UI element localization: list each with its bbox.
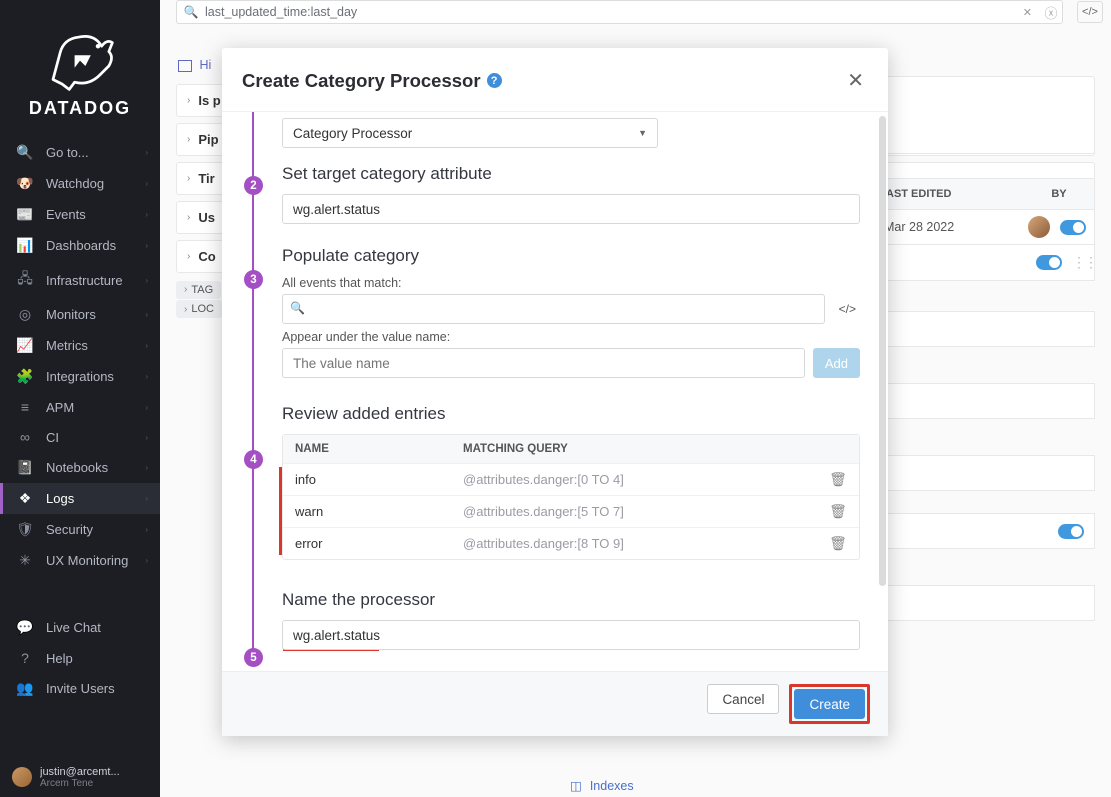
step-2-title: Set target category attribute [282, 164, 860, 184]
delete-entry-button[interactable]: 🗑 [817, 528, 859, 559]
entry-name: info [283, 465, 451, 494]
entry-row: error@attributes.danger:[8 TO 9] 🗑 [283, 527, 859, 559]
entry-query: @attributes.danger:[0 TO 4] [451, 465, 817, 494]
delete-entry-button[interactable]: 🗑 [817, 464, 859, 495]
search-icon: 🔍 [290, 301, 305, 315]
step-badge: 3 [244, 270, 263, 289]
cancel-button[interactable]: Cancel [707, 684, 779, 714]
entry-row: info@attributes.danger:[0 TO 4] 🗑 [283, 463, 859, 495]
value-name-input[interactable] [282, 348, 805, 378]
processor-type-select[interactable]: Category Processor [282, 118, 658, 148]
step-badge: 4 [244, 450, 263, 469]
annotation-highlight: Create [789, 684, 870, 724]
annotation-bar [279, 467, 282, 555]
trash-icon: 🗑 [829, 535, 847, 551]
step-3-title: Populate category [282, 246, 860, 266]
entry-query: @attributes.danger:[8 TO 9] [451, 529, 817, 558]
match-query-input[interactable]: 🔍 [282, 294, 825, 324]
code-toggle-icon[interactable]: </> [835, 298, 860, 320]
entry-row: warn@attributes.danger:[5 TO 7] 🗑 [283, 495, 859, 527]
create-button[interactable]: Create [794, 689, 865, 719]
step-badge: 2 [244, 176, 263, 195]
col-name: NAME [283, 435, 451, 463]
add-button[interactable]: Add [813, 348, 860, 378]
match-label: All events that match: [282, 276, 860, 290]
create-processor-modal: Create Category Processor ? ✕ Category P… [222, 48, 888, 736]
entry-name: warn [283, 497, 451, 526]
trash-icon: 🗑 [829, 471, 847, 487]
close-icon[interactable]: ✕ [843, 64, 868, 97]
appear-label: Appear under the value name: [282, 330, 860, 344]
target-attribute-input[interactable] [282, 194, 860, 224]
entry-query: @attributes.danger:[5 TO 7] [451, 497, 817, 526]
help-icon[interactable]: ? [487, 73, 502, 88]
trash-icon: 🗑 [829, 503, 847, 519]
modal-title: Create Category Processor [242, 70, 481, 92]
scrollbar[interactable] [879, 116, 886, 586]
entry-name: error [283, 529, 451, 558]
step-4-title: Review added entries [282, 404, 860, 424]
step-badge: 5 [244, 648, 263, 667]
processor-name-input[interactable] [282, 620, 860, 650]
step-5-title: Name the processor [282, 590, 860, 610]
delete-entry-button[interactable]: 🗑 [817, 496, 859, 527]
col-matching-query: MATCHING QUERY [451, 435, 817, 463]
entries-table: NAME MATCHING QUERY info@attributes.dang… [282, 434, 860, 560]
